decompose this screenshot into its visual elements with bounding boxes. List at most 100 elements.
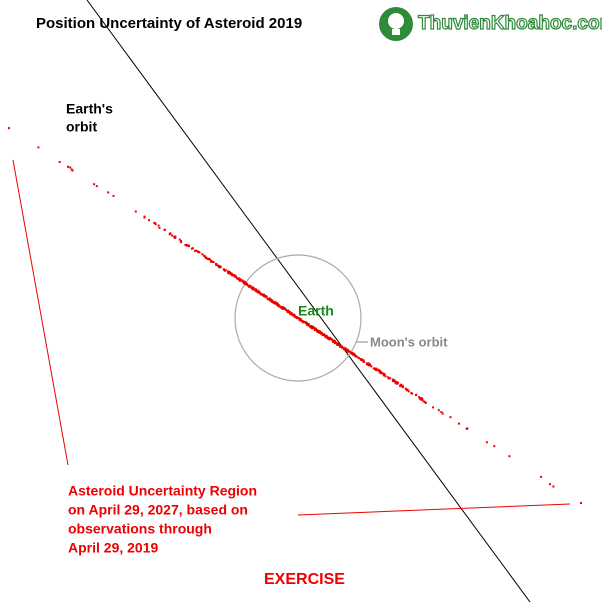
uncertainty-dot bbox=[234, 275, 237, 278]
uncertainty-dot bbox=[391, 380, 394, 383]
uncertainty-dot bbox=[320, 331, 323, 334]
uncertainty-dot bbox=[327, 337, 330, 340]
moon-orbit bbox=[234, 254, 362, 382]
earths-orbit-label: Earth's bbox=[66, 101, 113, 117]
uncertainty-dot bbox=[367, 364, 370, 367]
uncertainty-dot bbox=[293, 315, 296, 318]
uncertainty-dot bbox=[307, 323, 310, 326]
uncertainty-dot bbox=[437, 409, 440, 412]
uncertainty-dot bbox=[198, 251, 201, 254]
uncertainty-dot bbox=[362, 359, 365, 362]
uncertainty-dot bbox=[314, 327, 317, 330]
uncertainty-dot bbox=[360, 359, 363, 361]
uncertainty-dot bbox=[301, 320, 304, 323]
uncertainty-dot bbox=[367, 362, 370, 365]
uncertainty-dot bbox=[290, 312, 293, 315]
uncertainty-dot bbox=[93, 183, 96, 186]
uncertainty-dot bbox=[306, 323, 309, 326]
uncertainty-dot bbox=[322, 334, 325, 336]
uncertainty-dot bbox=[304, 321, 307, 324]
uncertainty-dot bbox=[540, 475, 543, 478]
region-label: on April 29, 2027, based on bbox=[68, 502, 248, 518]
uncertainty-dot bbox=[312, 327, 315, 330]
uncertainty-dot bbox=[174, 236, 177, 239]
uncertainty-dot bbox=[285, 309, 288, 311]
uncertainty-dot bbox=[341, 345, 343, 348]
uncertainty-dot bbox=[215, 262, 218, 265]
earths-orbit-label: orbit bbox=[66, 119, 97, 135]
uncertainty-dot bbox=[365, 362, 368, 365]
uncertainty-dot bbox=[303, 321, 306, 324]
uncertainty-dot bbox=[357, 357, 360, 360]
uncertainty-dot bbox=[67, 165, 69, 168]
uncertainty-dot bbox=[222, 268, 225, 271]
uncertainty-dot bbox=[245, 283, 248, 286]
uncertainty-dot bbox=[244, 282, 247, 285]
uncertainty-dot bbox=[336, 342, 339, 345]
uncertainty-dot bbox=[250, 286, 253, 289]
uncertainty-dot bbox=[281, 306, 284, 308]
uncertainty-dot bbox=[212, 261, 215, 263]
uncertainty-dot bbox=[317, 330, 319, 333]
uncertainty-dot bbox=[293, 314, 296, 317]
uncertainty-dot bbox=[258, 291, 261, 294]
uncertainty-dot bbox=[395, 381, 398, 384]
uncertainty-dot bbox=[247, 284, 250, 287]
uncertainty-dot bbox=[318, 331, 321, 334]
uncertainty-dot bbox=[227, 271, 230, 274]
uncertainty-dot bbox=[378, 371, 381, 374]
uncertainty-dot bbox=[404, 387, 407, 390]
uncertainty-dot bbox=[375, 367, 378, 370]
uncertainty-dot bbox=[210, 259, 213, 262]
uncertainty-dot bbox=[224, 269, 227, 272]
uncertainty-dot bbox=[270, 299, 272, 302]
uncertainty-dot bbox=[401, 386, 404, 389]
uncertainty-dot bbox=[277, 304, 280, 307]
uncertainty-dot bbox=[180, 240, 182, 243]
uncertainty-dot bbox=[215, 264, 218, 267]
uncertainty-dot bbox=[263, 294, 266, 297]
uncertainty-dot bbox=[204, 255, 207, 258]
uncertainty-dot bbox=[282, 307, 285, 310]
uncertainty-dot bbox=[493, 445, 496, 448]
uncertainty-dot bbox=[158, 226, 161, 229]
uncertainty-dot bbox=[346, 348, 349, 351]
uncertainty-dot bbox=[394, 381, 397, 384]
uncertainty-dot bbox=[163, 228, 166, 231]
uncertainty-dot bbox=[342, 347, 345, 350]
uncertainty-dot bbox=[552, 485, 555, 488]
uncertainty-dot bbox=[333, 342, 336, 345]
earth-label: Earth bbox=[298, 303, 334, 319]
uncertainty-dot bbox=[344, 347, 347, 350]
uncertainty-dot bbox=[257, 291, 259, 294]
uncertainty-dot bbox=[260, 293, 263, 296]
uncertainty-dot bbox=[254, 288, 257, 291]
uncertainty-dot bbox=[233, 274, 236, 277]
uncertainty-dot bbox=[339, 344, 342, 347]
uncertainty-dot bbox=[422, 400, 425, 403]
uncertainty-dot bbox=[423, 401, 426, 403]
uncertainty-dot bbox=[205, 256, 208, 259]
uncertainty-dot bbox=[268, 297, 271, 300]
uncertainty-dot bbox=[201, 253, 204, 256]
uncertainty-dot bbox=[353, 353, 356, 356]
uncertainty-dot bbox=[112, 194, 115, 197]
uncertainty-dot bbox=[234, 274, 237, 277]
uncertainty-dot bbox=[441, 412, 444, 415]
uncertainty-dot bbox=[252, 286, 255, 289]
uncertainty-dot bbox=[173, 235, 176, 238]
uncertainty-dot bbox=[380, 371, 382, 374]
uncertainty-dot bbox=[107, 191, 110, 194]
uncertainty-dot bbox=[256, 289, 259, 292]
exercise-label: EXERCISE bbox=[264, 571, 345, 588]
uncertainty-dot bbox=[208, 258, 211, 261]
uncertainty-dot bbox=[392, 378, 394, 381]
pointer-line bbox=[297, 503, 571, 516]
uncertainty-dot bbox=[278, 305, 281, 308]
uncertainty-dot bbox=[387, 376, 390, 379]
uncertainty-dot bbox=[356, 355, 359, 358]
uncertainty-dot bbox=[307, 324, 310, 327]
uncertainty-dot bbox=[134, 210, 137, 213]
uncertainty-dot bbox=[350, 351, 353, 354]
